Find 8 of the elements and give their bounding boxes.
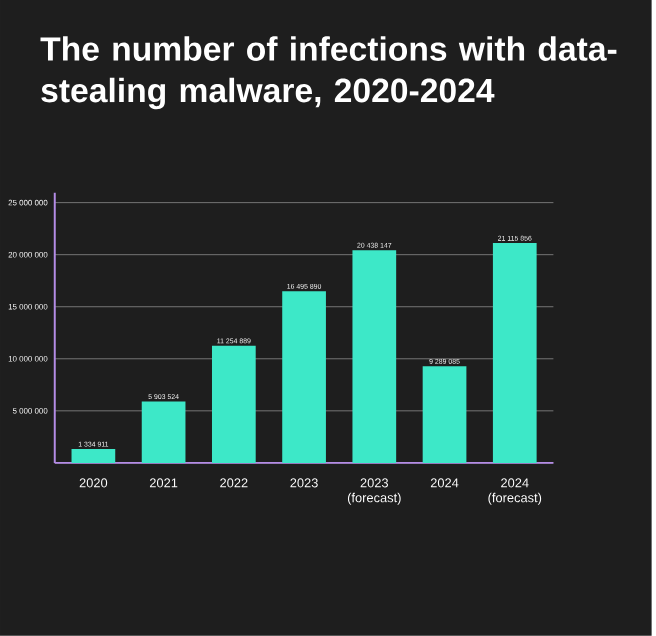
bar <box>211 345 256 464</box>
bar <box>422 366 467 464</box>
bar <box>71 449 116 464</box>
bar <box>141 401 186 464</box>
bar <box>282 291 326 464</box>
chart-title: The number of infections with data-stealing malware, 2020-2024 <box>40 36 617 110</box>
bar <box>352 250 397 464</box>
bar <box>492 243 537 464</box>
